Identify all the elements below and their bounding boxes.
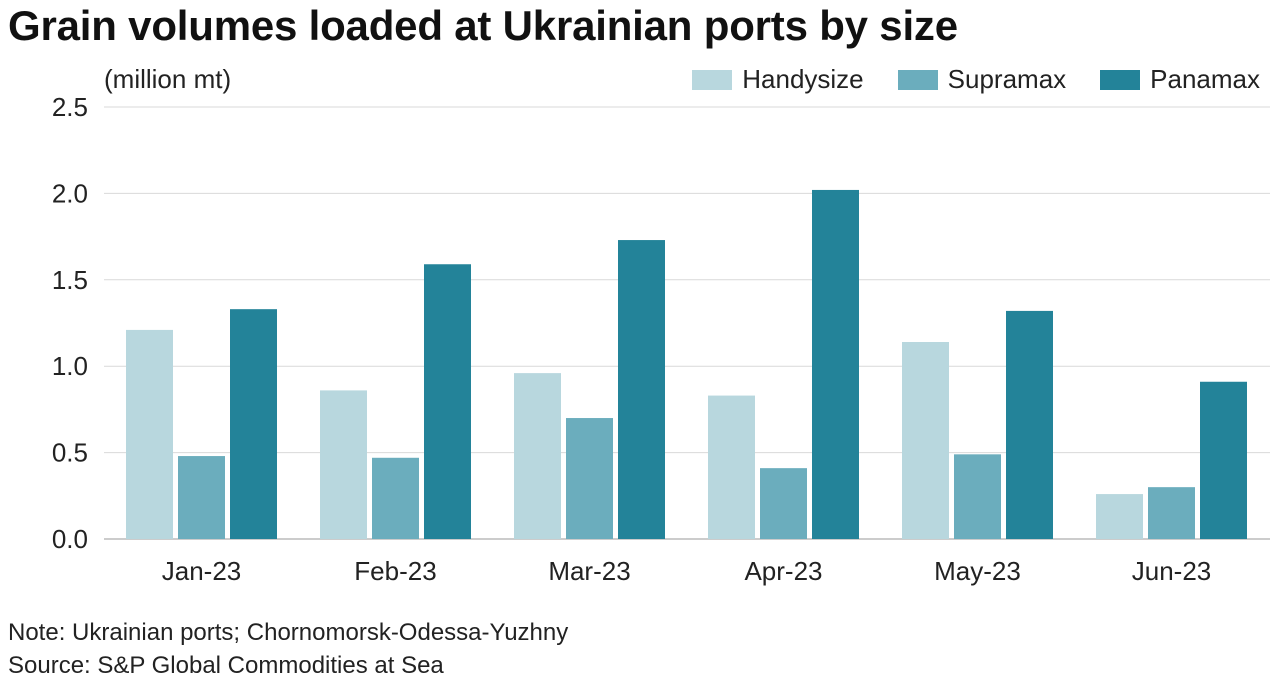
bar-supramax-jan-23 <box>178 456 225 539</box>
y-tick-label: 1.5 <box>52 265 88 295</box>
y-tick-label: 1.0 <box>52 351 88 381</box>
x-tick-label: Mar-23 <box>548 556 630 586</box>
bar-supramax-apr-23 <box>760 468 807 539</box>
x-tick-label: Apr-23 <box>744 556 822 586</box>
legend-label-panamax: Panamax <box>1150 64 1260 94</box>
chart-title: Grain volumes loaded at Ukrainian ports … <box>8 2 958 49</box>
bar-supramax-jun-23 <box>1148 487 1195 539</box>
bar-supramax-feb-23 <box>372 457 419 539</box>
bar-panamax-mar-23 <box>618 240 665 539</box>
chart-source: Source: S&P Global Commodities at Sea <box>8 652 444 679</box>
y-axis-unit-label: (million mt) <box>104 64 232 94</box>
x-tick-label: Jun-23 <box>1132 556 1212 586</box>
chart-footer: Note: Ukrainian ports; Chornomorsk-Odess… <box>8 616 568 682</box>
y-tick-label: 0.0 <box>52 524 88 554</box>
x-tick-label: Feb-23 <box>354 556 436 586</box>
chart-legend: Handysize Supramax Panamax <box>692 64 1260 95</box>
legend-item-supramax: Supramax <box>897 64 1067 95</box>
bar-panamax-jan-23 <box>230 309 277 539</box>
legend-item-panamax: Panamax <box>1100 64 1260 95</box>
bar-handysize-feb-23 <box>320 390 367 539</box>
y-tick-label: 0.5 <box>52 438 88 468</box>
legend-swatch-panamax <box>1100 69 1141 90</box>
bar-panamax-may-23 <box>1006 310 1053 539</box>
bar-handysize-apr-23 <box>708 395 755 539</box>
bar-panamax-apr-23 <box>812 189 859 539</box>
x-tick-label: Jan-23 <box>162 556 242 586</box>
bar-handysize-mar-23 <box>514 373 561 539</box>
legend-item-handysize: Handysize <box>692 64 864 95</box>
legend-label-supramax: Supramax <box>947 64 1067 94</box>
bar-handysize-jan-23 <box>126 329 173 539</box>
bar-handysize-jun-23 <box>1096 494 1143 539</box>
bar-panamax-feb-23 <box>424 264 471 539</box>
x-tick-label: May-23 <box>934 556 1021 586</box>
y-tick-label: 2.5 <box>52 92 88 122</box>
bar-supramax-mar-23 <box>566 418 613 539</box>
chart-note: Note: Ukrainian ports; Chornomorsk-Odess… <box>8 619 569 646</box>
legend-swatch-supramax <box>897 69 938 90</box>
legend-swatch-handysize <box>692 69 733 90</box>
bar-supramax-may-23 <box>954 454 1001 539</box>
bar-handysize-may-23 <box>902 342 949 539</box>
legend-label-handysize: Handysize <box>742 64 864 94</box>
y-tick-label: 2.0 <box>52 178 88 208</box>
bar-panamax-jun-23 <box>1200 381 1247 539</box>
